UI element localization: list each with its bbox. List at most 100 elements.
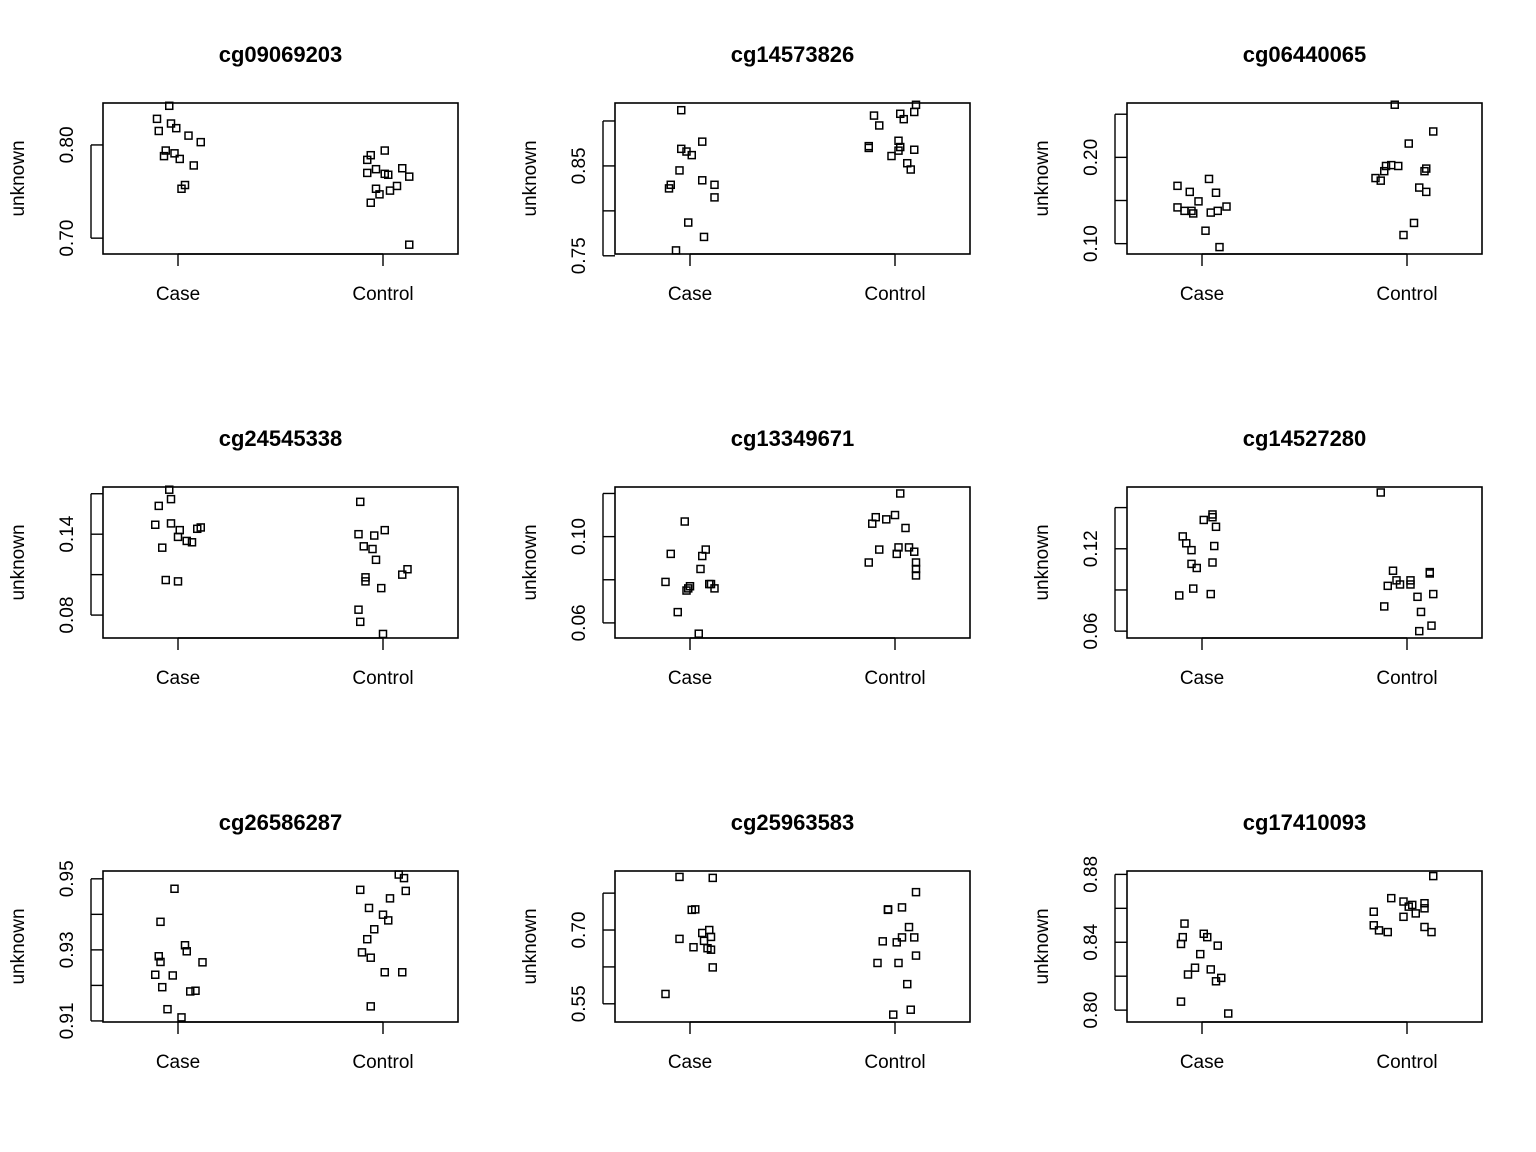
y-axis-label: unknown — [520, 140, 541, 216]
data-point-case — [1204, 174, 1214, 184]
data-point-case — [706, 945, 716, 954]
data-point-case — [1210, 541, 1219, 551]
data-point-control — [356, 497, 365, 507]
data-point-control — [892, 938, 901, 947]
data-point-control — [378, 910, 388, 919]
panel-cg26586287: cg26586287 0.91 0.93 0.95 unknown Case Control — [8, 810, 459, 1073]
data-point-control — [378, 629, 388, 639]
data-point-case — [1224, 1009, 1233, 1018]
data-point-case — [1196, 949, 1205, 959]
data-point-case — [180, 941, 190, 950]
data-point-control — [1383, 927, 1392, 937]
y-tick-label: 0.12 — [1081, 530, 1102, 567]
y-tick-label: 0.84 — [1081, 923, 1102, 960]
y-tick-label: 0.14 — [57, 515, 78, 552]
data-point-control — [361, 577, 370, 586]
data-point-control — [398, 968, 407, 977]
data-point-case — [1176, 997, 1186, 1006]
data-point-control — [1422, 187, 1431, 197]
y-axis-label: unknown — [1032, 908, 1053, 984]
data-point-case — [1208, 510, 1217, 519]
data-point-case — [158, 543, 167, 552]
data-point-case — [152, 114, 162, 124]
x-tick-label: Control — [864, 284, 925, 305]
data-point-control — [1420, 166, 1429, 176]
data-point-control — [1381, 161, 1391, 171]
data-point-case — [156, 917, 165, 927]
data-point-case — [706, 932, 716, 942]
data-point-control — [1429, 127, 1438, 136]
data-point-case — [166, 519, 176, 528]
data-point-case — [1175, 591, 1184, 600]
y-tick-label: 0.80 — [57, 126, 78, 163]
data-point-control — [911, 951, 921, 960]
data-point-case — [661, 577, 670, 587]
data-point-control — [357, 948, 367, 957]
data-point-case — [1182, 539, 1191, 548]
data-point-case — [675, 872, 684, 882]
data-point-case — [175, 525, 184, 535]
data-point-control — [1369, 921, 1378, 930]
data-point-case — [666, 549, 675, 559]
data-point-case — [166, 494, 176, 504]
data-point-case — [1192, 563, 1201, 573]
y-axis-label: unknown — [520, 908, 541, 984]
x-tick-label: Control — [864, 1052, 925, 1073]
data-point-case — [151, 520, 160, 529]
data-point-control — [911, 564, 921, 574]
x-tick-label: Control — [1376, 284, 1437, 305]
data-point-control — [1415, 626, 1424, 636]
data-point-case — [1201, 226, 1210, 235]
data-point-case — [1173, 181, 1182, 191]
data-point-control — [1390, 100, 1399, 109]
plot-frame — [102, 102, 459, 255]
data-point-control — [356, 617, 365, 627]
data-point-control — [910, 107, 919, 117]
data-point-case — [701, 545, 710, 554]
data-point-control — [403, 564, 412, 574]
data-point-case — [154, 126, 163, 136]
data-point-control — [906, 1005, 915, 1014]
x-tick-label: Case — [1180, 284, 1224, 305]
data-point-case — [154, 952, 163, 961]
data-point-case — [166, 119, 176, 128]
data-point-control — [1409, 218, 1419, 228]
y-tick-label: 0.80 — [1081, 992, 1102, 1029]
y-tick-label: 0.95 — [57, 860, 78, 897]
data-point-control — [1415, 183, 1424, 192]
data-point-case — [708, 963, 717, 972]
data-point-case — [1189, 584, 1198, 593]
data-point-case — [680, 517, 689, 526]
data-point-control — [1427, 927, 1436, 937]
data-point-case — [189, 161, 198, 170]
y-tick-label: 0.91 — [57, 1002, 78, 1039]
data-point-case — [1189, 209, 1198, 218]
data-point-case — [1185, 187, 1194, 197]
data-point-case — [698, 137, 707, 146]
data-point-case — [1187, 206, 1196, 216]
data-point-case — [196, 523, 205, 532]
data-point-control — [1420, 904, 1429, 913]
data-point-case — [675, 934, 684, 944]
panel-title: cg14527280 — [1243, 426, 1367, 451]
x-tick-label: Case — [156, 668, 200, 689]
panel-title: cg26586287 — [219, 810, 343, 835]
data-point-case — [173, 532, 183, 542]
data-point-case — [1206, 208, 1215, 217]
y-axis-label: unknown — [8, 140, 29, 216]
y-tick-label: 0.55 — [569, 985, 590, 1022]
data-point-control — [873, 958, 882, 968]
data-point-control — [910, 547, 919, 556]
data-point-case — [661, 989, 670, 999]
data-point-case — [699, 936, 709, 946]
data-point-case — [165, 485, 174, 494]
data-point-case — [165, 101, 174, 111]
data-point-case — [1190, 963, 1200, 972]
y-axis-label: unknown — [520, 524, 541, 600]
data-point-case — [180, 180, 190, 190]
data-point-control — [882, 515, 891, 524]
data-point-case — [1206, 589, 1215, 599]
panel-cg14573826: cg14573826 0.75 0.85 unknown Case Control — [520, 42, 971, 305]
panel-cg17410093: cg17410093 0.80 0.84 0.88 unknown Case Control — [1032, 810, 1483, 1073]
data-point-control — [875, 545, 884, 554]
